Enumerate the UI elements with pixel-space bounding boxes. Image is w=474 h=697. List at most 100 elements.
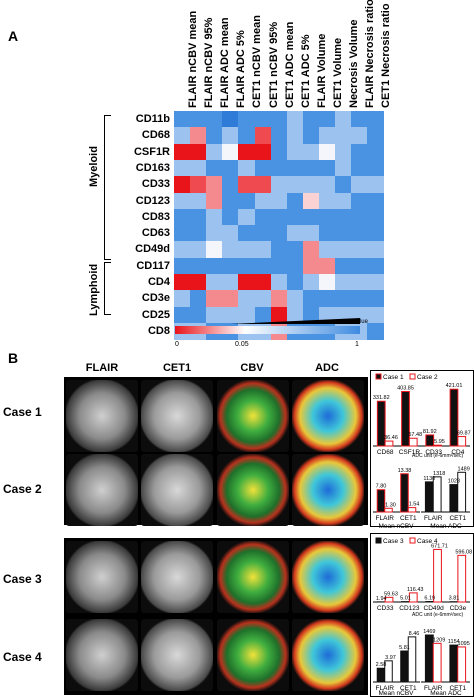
bar-category-label: CET1 — [449, 515, 466, 522]
legend-label-a: Case 3 — [383, 538, 404, 545]
heatmap-cell — [335, 208, 352, 226]
bar-value-label-a: 421.01 — [446, 383, 463, 389]
heatmap-cell — [335, 274, 352, 291]
panel-b-letter: B — [8, 350, 19, 366]
heatmap-cell — [206, 176, 223, 193]
heatmap-cell — [351, 208, 368, 226]
heatmap-cell — [270, 306, 288, 324]
heatmap-cell — [318, 192, 336, 210]
heatmap-cell — [286, 241, 304, 259]
bar-series-b — [408, 592, 418, 603]
heatmap-cell — [318, 290, 336, 308]
bar-category-label: CD49d — [424, 605, 445, 612]
heatmap-cell — [302, 225, 320, 242]
heatmap-cell — [335, 257, 352, 275]
bar-value-label-b: 69.87 — [457, 431, 471, 437]
heatmap-cell — [318, 127, 336, 145]
bar-category-label: CSF1R — [399, 449, 421, 456]
heatmap-cell — [254, 111, 272, 128]
bar-value-label-b: 59.63 — [384, 591, 398, 597]
heatmap-cell — [351, 127, 368, 145]
brain-scan-image — [66, 380, 138, 452]
bar-value-label-a: 403.85 — [397, 386, 414, 392]
heatmap-cell — [254, 290, 272, 308]
brain-scan-image — [292, 541, 364, 613]
heatmap-cell — [254, 306, 272, 324]
heatmap-cell — [270, 257, 288, 275]
bar-category-label: FLAIR — [424, 515, 443, 522]
heatmap-cell — [190, 192, 207, 210]
heatmap-cell — [254, 143, 272, 161]
heatmap-row-label: CD123 — [135, 194, 170, 207]
pvalue-scale: 0 0.05 1 P value — [175, 318, 369, 348]
heatmap-cell — [335, 111, 352, 128]
heatmap-cell — [270, 241, 288, 259]
lymphoid-bracket — [104, 262, 111, 315]
bar-value-label-a: 3.81 — [449, 596, 460, 602]
heatmap-cell — [206, 159, 223, 177]
legend-label-b: Case 2 — [417, 374, 438, 381]
header-cet1: CET1 — [162, 362, 192, 374]
heatmap-cell — [238, 143, 255, 161]
heatmap-cell — [190, 176, 207, 193]
heatmap-cell — [367, 241, 384, 259]
heatmap-cell — [270, 127, 288, 145]
heatmap-cell — [206, 127, 223, 145]
heatmap-cell — [302, 208, 320, 226]
heatmap-cell — [302, 143, 320, 161]
heatmap-cell — [190, 241, 207, 259]
heatmap-cell — [254, 241, 272, 259]
heatmap-cell — [206, 192, 223, 210]
bar-value-label-b: 1095 — [458, 641, 470, 647]
heatmap-cell — [238, 225, 255, 242]
heatmap-cell — [270, 208, 288, 226]
brain-scan-image — [66, 619, 138, 691]
group-label-mean-adc-2: Mean ADC — [430, 690, 462, 697]
bar-value-label-b: 3.97 — [385, 655, 396, 661]
group-label-mean-ncbv: Mean nCBV — [378, 523, 414, 530]
brain-scan-image — [217, 380, 289, 452]
bar-series-b — [407, 636, 417, 683]
heatmap-cell — [238, 241, 255, 259]
heatmap-cell — [254, 192, 272, 210]
heatmap-row-label: CD49d — [135, 243, 170, 256]
heatmap-cell — [238, 159, 255, 177]
heatmap-cell — [351, 192, 368, 210]
heatmap-cell — [270, 176, 288, 193]
heatmap-cell — [238, 192, 255, 210]
heatmap-cell — [286, 306, 304, 324]
bar-series-a — [400, 650, 409, 683]
heatmap-cell — [206, 257, 223, 275]
bar-category-label: CD3e — [450, 605, 467, 612]
bar-value-label-a: 7.80 — [376, 484, 387, 490]
bar-series-b — [432, 642, 442, 683]
heatmap-cell — [222, 111, 239, 128]
heatmap-cell — [222, 208, 239, 226]
heatmap-cell — [367, 192, 384, 210]
heatmap-row-label: CD25 — [141, 308, 170, 321]
heatmap-cell — [190, 143, 207, 161]
heatmap-cell — [206, 290, 223, 308]
heatmap-row-label: CD8 — [147, 324, 170, 337]
heatmap-cell — [254, 257, 272, 275]
heatmap-cell — [222, 176, 239, 193]
heatmap-cell — [318, 274, 336, 291]
heatmap-row-label: CD3e — [141, 292, 170, 305]
bar-series-b — [433, 548, 442, 603]
heatmap-cell — [335, 176, 352, 193]
adc-unit-label: ADC unit (e-6mm²/sec) — [412, 453, 463, 459]
heatmap-cell — [286, 274, 304, 291]
heatmap-cell — [270, 274, 288, 291]
heatmap-cell — [335, 159, 352, 177]
heatmap-cell — [302, 290, 320, 308]
bar-series-a — [424, 481, 434, 513]
group-label-mean-ncbv-2: Mean nCBV — [378, 690, 414, 697]
bar-series-b — [433, 444, 442, 447]
heatmap-cell — [367, 322, 384, 340]
bar-category-label: CD33 — [377, 605, 394, 612]
heatmap-cell — [335, 241, 352, 259]
bar-series-b — [457, 471, 467, 513]
heatmap-cell — [238, 127, 255, 145]
heatmap-cell — [238, 257, 255, 275]
